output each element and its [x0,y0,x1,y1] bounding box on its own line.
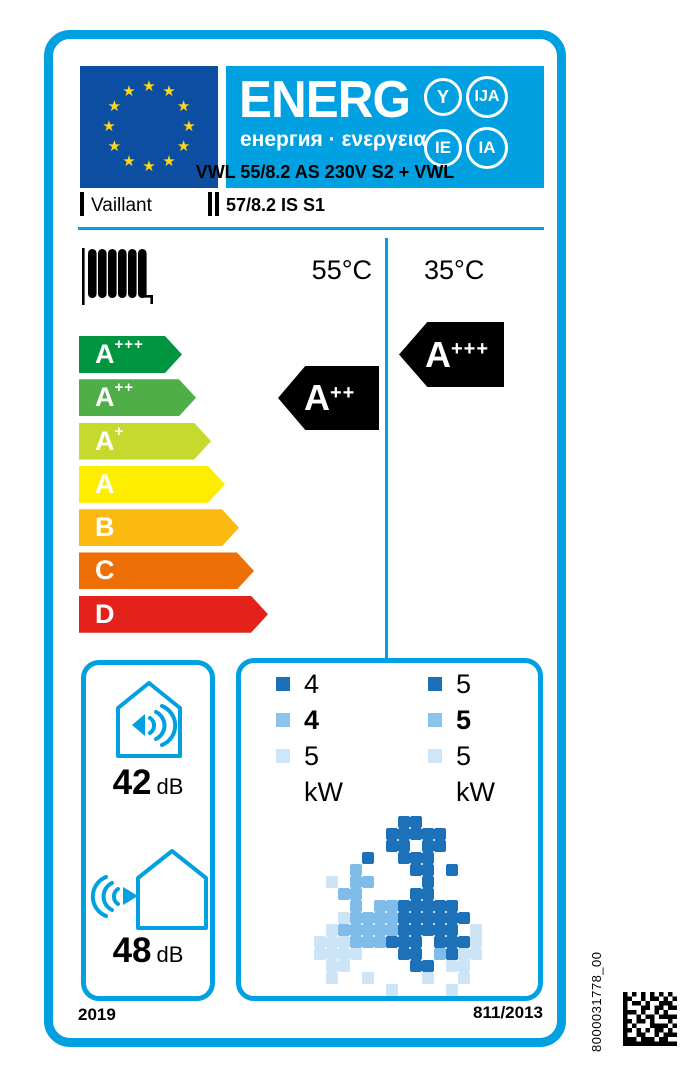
sound-power-box [81,660,215,1001]
radiator-heating-icon [82,248,153,305]
kw-value: 5 [456,668,472,699]
kw-row: 4 [276,666,343,702]
eu-flag-star: ★ [162,152,176,170]
eu-flag-star: ★ [107,98,122,115]
eu-flag-star: ★ [176,138,191,155]
eu-flag-star: ★ [107,138,122,155]
climate-zone-square [428,713,442,727]
climate-zone-square [428,677,442,691]
energ-suffix-circle-ija: IJA [466,76,508,118]
model-identifier-line1: VWL 55/8.2 AS 230V S2 + VWL [195,162,455,182]
kw-unit-row: kW [428,774,495,810]
rated-power-55c-column: 4 4 5 kW [276,666,343,810]
class-arrow-label: A+++ [95,336,144,369]
kw-unit: kW [456,776,495,807]
rated-power-35c-column: 5 5 5 kW [428,666,495,810]
kw-row: 5 [428,738,495,774]
kw-row: 5 [276,738,343,774]
kw-unit-row: kW [276,774,343,810]
rated-class-35c-sup: +++ [451,338,490,360]
energ-logo-text: ENERG [239,71,411,129]
eu-flag-star: ★ [102,118,116,135]
eu-flag: ★ ★ ★ ★ ★ ★ ★ ★ ★ ★ ★ ★ [80,66,218,188]
class-arrow-label: A++ [95,379,135,413]
rated-class-35c-label: A [425,333,451,375]
eu-flag-star: ★ [122,152,136,170]
class-arrow-ap: A+ [79,423,211,460]
eu-flag-star: ★ [122,83,136,101]
class-arrow-c: C [79,552,254,589]
rated-class-55c-label: A [304,377,330,418]
supplier-name: Vaillant [91,195,152,216]
class-arrow-label: D [95,598,115,629]
energ-logo-box: ENERG енергия · ενεργεια Y IJA IE IA [226,66,544,188]
indoor-sound-unit: dB [156,774,184,799]
regulation-number: 811/2013 [473,1003,543,1022]
energ-suffix-circle-ie: IE [424,129,462,167]
efficiency-class-scale: A+++ A++ A+ A B C D [79,336,268,639]
column-divider-line [385,238,388,812]
class-arrow-label: A [95,468,115,499]
outdoor-sound-level: 48 dB [86,931,210,971]
kw-row: 4 [276,702,343,738]
class-arrow-label: A+ [95,422,125,456]
kw-unit: kW [304,776,343,807]
rated-class-55c-sup: ++ [330,381,356,404]
flow-temperature-35c: 35°C [424,255,485,285]
indoor-sound-house-icon [116,681,182,758]
eu-flag-star: ★ [176,98,191,115]
kw-value: 5 [456,740,472,771]
model-mark-ii-b [215,192,219,216]
kw-value: 5 [304,740,320,771]
kw-value: 5 [456,704,472,735]
datamatrix-barcode [623,992,677,1046]
flow-temperature-55c: 55°C [311,255,372,285]
label-year: 2019 [78,1005,116,1024]
kw-row: 5 [428,666,495,702]
climate-zone-square [276,713,290,727]
class-arrow-b: B [79,509,239,546]
class-arrow-app: A++ [79,379,196,416]
energ-suffix-circle-y: Y [424,78,462,116]
climate-zone-square [276,677,290,691]
model-mark-ii-a [208,192,212,216]
eu-flag-star: ★ [182,118,196,135]
model-identifier-line2: 57/8.2 IS S1 [226,195,326,215]
energ-logo-subtitle: енергия · ενεργεια [240,128,427,151]
indoor-sound-level: 42 dB [86,763,210,803]
europe-climate-zone-map [314,816,482,996]
outdoor-sound-unit: dB [156,942,184,967]
eu-flag-star: ★ [142,78,156,95]
eu-flag-star: ★ [142,158,156,175]
kw-value: 4 [304,704,320,735]
supplier-mark-i [80,192,84,216]
eu-flag-star: ★ [162,83,176,101]
article-number-vertical: 8000031778_00 [589,951,604,1053]
kw-row: 5 [428,702,495,738]
climate-zone-square [276,749,290,763]
kw-value: 4 [304,668,320,699]
class-arrow-d: D [79,596,268,633]
class-arrow-appp: A+++ [79,336,182,373]
energ-suffix-circle-ia: IA [466,127,508,169]
class-arrow-label: C [95,555,115,586]
class-arrow-label: B [95,512,115,543]
class-arrow-a: A [79,466,225,503]
header-separator-line [78,227,544,230]
indoor-sound-value: 42 [112,763,152,802]
climate-zone-square [428,749,442,763]
outdoor-sound-value: 48 [112,931,152,970]
outdoor-sound-house-icon [90,849,208,930]
